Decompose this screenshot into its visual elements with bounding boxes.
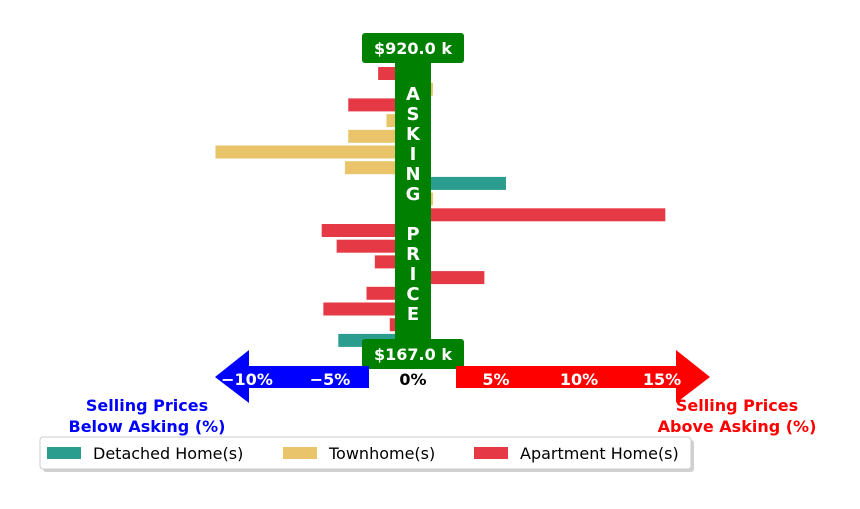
x-axis-tick-labels: −10% −5% 0% 5% 10% 15% — [221, 370, 681, 389]
below-asking-label-line1: Selling Prices — [86, 396, 208, 415]
asking-price-letter-3: K — [406, 124, 421, 145]
legend-swatch-detached — [47, 447, 81, 459]
below-asking-label-line2: Below Asking (%) — [69, 417, 226, 436]
min-price-badge — [362, 339, 464, 369]
bar-6 — [215, 145, 413, 159]
legend: Detached Home(s) Townhome(s) Apartment H… — [39, 436, 694, 472]
asking-price-letter-5: N — [405, 164, 420, 185]
x-tick-label-1: −10% — [221, 370, 273, 389]
legend-frame — [39, 436, 692, 470]
x-tick-label-5: 10% — [560, 370, 598, 389]
x-tick-label-4: 5% — [482, 370, 509, 389]
max-price-label: $920.0 k — [374, 39, 452, 58]
below-asking-arrow — [215, 350, 369, 403]
max-price-badge — [362, 33, 464, 63]
bar-10 — [413, 208, 666, 222]
above-asking-arrow — [456, 350, 710, 403]
asking-price-letter-8: P — [406, 224, 419, 245]
asking-price-letter-2: S — [407, 104, 420, 125]
bar-11 — [321, 224, 413, 237]
asking-price-letter-11: C — [406, 284, 419, 305]
bars-layer — [215, 67, 666, 347]
asking-price-letter-10: I — [410, 264, 417, 285]
legend-swatch-townhome — [283, 447, 317, 459]
asking-price-column — [395, 62, 431, 342]
asking-price-letter-6: G — [406, 184, 421, 205]
legend-label-townhome: Townhome(s) — [328, 444, 435, 463]
legend-swatch-apartment — [474, 447, 508, 459]
legend-label-detached: Detached Home(s) — [93, 444, 243, 463]
asking-price-letter-12: E — [407, 304, 419, 325]
bar-16 — [323, 302, 413, 316]
x-tick-label-6: 15% — [643, 370, 681, 389]
above-asking-label-line1: Selling Prices — [676, 396, 798, 415]
x-tick-label-2: −5% — [310, 370, 351, 389]
bar-8 — [413, 176, 506, 190]
legend-label-apartment: Apartment Home(s) — [520, 444, 679, 463]
bar-12 — [336, 239, 413, 253]
asking-price-letter-1: A — [406, 84, 420, 105]
asking-price-letter-9: R — [406, 244, 420, 265]
asking-price-letter-4: I — [410, 144, 417, 165]
x-tick-label-3: 0% — [399, 370, 426, 389]
above-asking-label-line2: Above Asking (%) — [658, 417, 817, 436]
min-price-label: $167.0 k — [374, 345, 452, 364]
